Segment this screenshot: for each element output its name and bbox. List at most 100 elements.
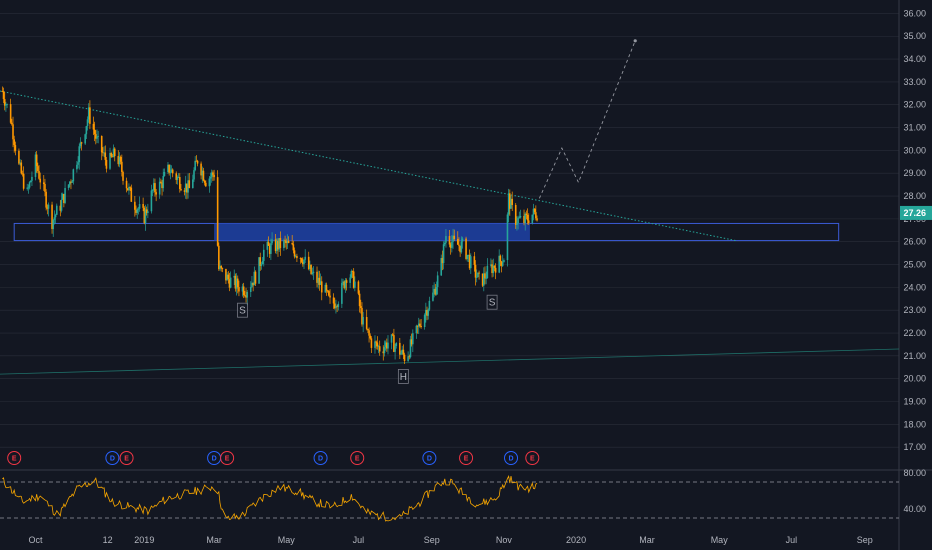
candle-body [416,325,419,327]
candle-body [342,281,344,283]
candle-body [1,91,4,92]
candle-body [97,135,99,137]
candle-body [27,187,30,189]
candle-body [445,236,447,243]
projection-line[interactable] [538,40,636,199]
candle-body [357,281,360,294]
price-tick-label: 24.00 [903,282,926,292]
candle-body [293,250,296,257]
candle-body [253,271,256,286]
candle-body [20,162,23,174]
candle-body [77,162,79,165]
current-price-badge[interactable]: 27.26 [900,205,932,220]
earnings-marker[interactable]: E [7,451,22,465]
candle-body [277,240,279,250]
pattern-label-box [486,294,498,310]
candle-body [300,258,303,262]
candle-body [325,284,328,291]
candle-body [303,259,305,265]
candle-body [524,213,527,224]
candle-body [349,277,351,283]
candle-body [394,346,396,352]
projection-path[interactable] [538,39,637,199]
candle-body [2,91,5,100]
price-tick-label: 22.00 [903,328,926,338]
candle-body [68,181,71,185]
rsi-pane[interactable] [0,475,899,522]
time-tick-label: 2019 [134,535,154,545]
candle-body [299,258,302,259]
candle-body [126,188,129,191]
earnings-marker[interactable]: E [220,451,235,465]
candle-body [516,223,518,225]
candle-body [335,306,337,309]
resistance-zone[interactable] [13,222,840,242]
time-tick-label: Oct [28,535,43,545]
candle-body [316,271,318,283]
candle-body [89,107,91,124]
candle-body [169,172,172,174]
rising-trendline[interactable] [0,348,900,375]
rsi-line [2,475,538,522]
price-tick-label: 36.00 [903,8,926,18]
marker-text: D [318,456,323,463]
candle-body [221,268,224,269]
marker-text: D [212,456,217,463]
candle-body [320,281,323,293]
candle-body [266,241,269,250]
candle-body [46,207,49,209]
earnings-marker[interactable]: E [459,451,474,465]
marker-circle [525,451,540,465]
price-tick-label: 26.00 [903,237,926,247]
candle-body [523,215,525,224]
candle-body [467,254,470,256]
marker-text: E [530,456,535,463]
pattern-label[interactable]: S [486,294,498,310]
time-axis[interactable]: Oct 12 2019 Mar May Jul Sep Nov 2020 Mar May Jul Sep [28,535,872,545]
candle-body [292,244,295,251]
candle-body [67,184,70,189]
trendlines[interactable] [0,90,900,375]
dividend-marker[interactable]: D [207,451,222,465]
candle-body [274,239,277,252]
candle-body [109,152,111,169]
dividend-marker[interactable]: D [105,451,120,465]
candle-body [246,291,249,298]
candle-body [465,238,467,259]
dividend-marker[interactable]: D [504,451,519,465]
candle-body [532,208,535,215]
descending-trendline[interactable] [0,90,736,242]
candle-body [485,278,487,279]
projection-endpoint[interactable] [633,39,637,43]
candle-body [111,156,114,158]
dividend-marker[interactable]: D [422,451,437,465]
price-axis[interactable]: 36.00 35.00 34.00 33.00 32.00 31.00 30.00 29.00… [900,8,932,514]
pattern-labels[interactable]: S H S [237,294,498,384]
candle-body [423,314,426,328]
candle-body [12,124,14,140]
pattern-label[interactable]: S [237,302,248,318]
price-tick-label: 28.00 [903,191,926,201]
pattern-label[interactable]: H [397,368,409,384]
candle-body [233,275,236,278]
candle-body [26,187,29,189]
candle-body [70,181,72,183]
earnings-marker[interactable]: E [119,451,134,465]
candle-body [415,325,418,334]
candle-body [535,212,537,219]
candle-body [152,183,155,191]
earnings-marker[interactable]: E [350,451,365,465]
candle-body [71,181,73,183]
dividend-marker[interactable]: D [313,451,328,465]
earnings-marker[interactable]: E [525,451,540,465]
candle-body [154,183,156,193]
candle-body [375,341,377,343]
marker-text: D [110,456,115,463]
candle-body [474,264,477,278]
candle-body [162,176,165,189]
zone-fill[interactable] [214,223,530,241]
candle-body [525,213,528,215]
